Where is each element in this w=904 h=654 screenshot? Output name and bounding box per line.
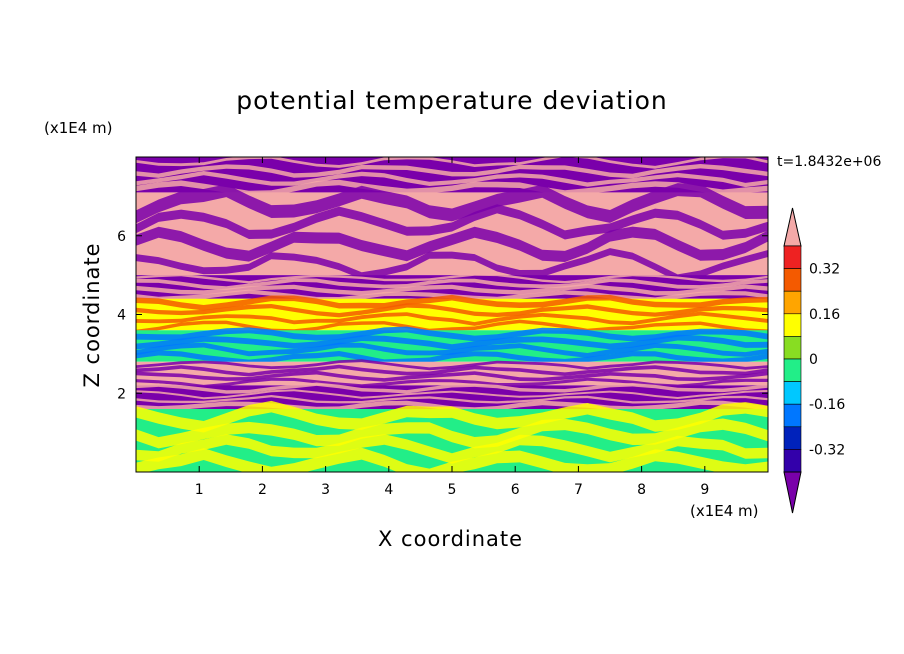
- band-5-streak: [136, 377, 768, 388]
- colorbar-tick-label: 0: [809, 352, 818, 368]
- colorbar-top-triangle: [783, 207, 802, 247]
- band-3-streak: [136, 303, 768, 318]
- band-7-streak: [136, 418, 768, 449]
- x-tick-label: 9: [700, 482, 709, 498]
- band-6-streak: [136, 389, 768, 400]
- colorbar-tick-label: 0.16: [809, 307, 840, 323]
- colorbar-segment: [783, 268, 802, 292]
- x-tick-label: 8: [637, 482, 646, 498]
- colorbar-segment: [783, 426, 802, 450]
- band-4-streak: [136, 326, 768, 342]
- band-4-streak: [136, 350, 768, 365]
- colorbar-tick-label: -0.16: [809, 397, 845, 413]
- x-tick-label: 7: [574, 482, 583, 498]
- colorbar-segment: [783, 336, 802, 360]
- time-label: t=1.8432e+06: [777, 154, 882, 170]
- band-7-streak: [136, 434, 768, 464]
- band-3-streak: [136, 311, 768, 326]
- x-tick-label: 3: [321, 482, 330, 498]
- colorbar-bottom-triangle: [783, 471, 802, 514]
- axes: 1 2 3 4 5 6 7 8 9 2 4 6: [117, 157, 768, 498]
- x-tick-label: 4: [384, 482, 393, 498]
- x-tick-label: 6: [511, 482, 520, 498]
- band-1-streak: [136, 226, 768, 262]
- band-2-streak: [136, 273, 768, 284]
- colorbar-tick-label: 0.32: [809, 262, 840, 278]
- colorbar-segment: [783, 290, 802, 315]
- band-0-streak: [136, 171, 768, 188]
- chart-title: potential temperature deviation: [236, 86, 668, 115]
- plot-area: [136, 157, 768, 472]
- y-tick-label: 2: [117, 386, 126, 402]
- x-tick-label: 1: [195, 482, 204, 498]
- band-2-streak: [136, 283, 768, 296]
- colorbar-segment: [783, 358, 802, 382]
- band-4-streak: [136, 342, 768, 358]
- colorbar-segment: [783, 245, 802, 269]
- band-3-streak: [136, 294, 768, 311]
- band-0-streak: [136, 179, 768, 197]
- x-unit-label: (x1E4 m): [690, 502, 759, 520]
- colorbar-tick-label: -0.32: [809, 442, 845, 458]
- band-6-streak: [136, 382, 768, 394]
- y-tick-label: 4: [117, 308, 126, 324]
- band-4-streak: [136, 334, 768, 351]
- colorbar-segment: [783, 403, 802, 428]
- y-unit-label: (x1E4 m): [44, 119, 113, 137]
- band-6-streak: [136, 395, 768, 404]
- x-tick-label: 2: [258, 482, 267, 498]
- x-axis-label: X coordinate: [378, 527, 524, 551]
- band-2-streak: [136, 278, 768, 290]
- band-1-streak: [136, 183, 768, 224]
- colorbar-segment: [783, 381, 802, 405]
- band-0-streak: [136, 164, 768, 179]
- band-7-streak: [136, 400, 768, 433]
- band-5-streak: [136, 364, 768, 377]
- colorbar-segment: [783, 313, 802, 337]
- band-1: [136, 192, 768, 276]
- band-5-streak: [136, 370, 768, 382]
- band-7-streak: [136, 447, 768, 472]
- band-5-streak: [136, 359, 768, 371]
- band-1-streak: [136, 248, 768, 282]
- band-3-streak: [136, 319, 768, 334]
- y-tick-label: 6: [117, 229, 126, 245]
- colorbar: 0.32 0.16 0 -0.16 -0.32: [783, 207, 845, 514]
- x-tick-label: 5: [448, 482, 457, 498]
- colorbar-segment: [783, 449, 802, 473]
